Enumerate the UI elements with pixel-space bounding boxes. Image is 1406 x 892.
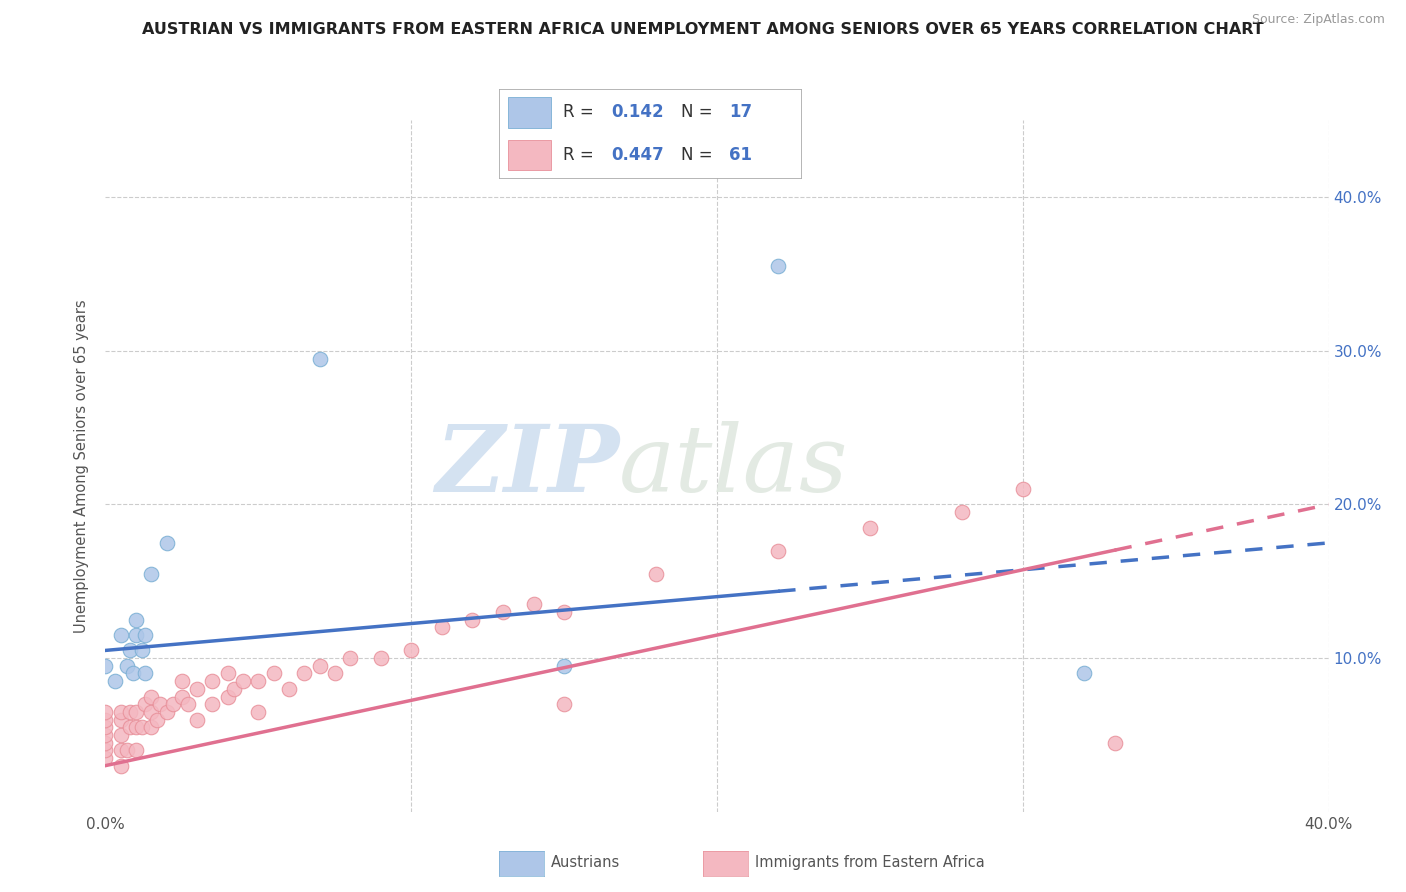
Bar	[508, 140, 551, 170]
Point	[232, 674, 254, 689]
Point	[141, 690, 163, 704]
Point	[122, 666, 145, 681]
Text: 61: 61	[728, 146, 752, 164]
Point	[461, 613, 484, 627]
Point	[308, 658, 330, 673]
Point	[149, 697, 172, 711]
Point	[430, 620, 453, 634]
Point	[94, 728, 117, 742]
Point	[950, 505, 973, 519]
Point	[110, 758, 132, 772]
Text: 0.142: 0.142	[612, 103, 664, 121]
Point	[177, 697, 200, 711]
Point	[217, 690, 239, 704]
Point	[170, 690, 193, 704]
Point	[110, 728, 132, 742]
Point	[170, 674, 193, 689]
Point	[115, 743, 138, 757]
Point	[263, 666, 285, 681]
Point	[768, 543, 790, 558]
Point	[523, 598, 546, 612]
Point	[118, 720, 141, 734]
Point	[247, 705, 270, 719]
Point	[217, 666, 239, 681]
Point	[115, 658, 138, 673]
Point	[94, 743, 117, 757]
Point	[134, 628, 156, 642]
Point	[94, 735, 117, 749]
Point	[110, 705, 132, 719]
Point	[110, 743, 132, 757]
Point	[94, 658, 117, 673]
Point	[125, 743, 148, 757]
Text: Austrians: Austrians	[551, 855, 620, 870]
Text: R =: R =	[562, 103, 599, 121]
Point	[1011, 482, 1033, 496]
Point	[292, 666, 315, 681]
Point	[94, 713, 117, 727]
Point	[155, 705, 177, 719]
Point	[162, 697, 184, 711]
Text: R =: R =	[562, 146, 599, 164]
Text: 0.447: 0.447	[612, 146, 664, 164]
Text: 17: 17	[728, 103, 752, 121]
Point	[186, 681, 208, 696]
Text: AUSTRIAN VS IMMIGRANTS FROM EASTERN AFRICA UNEMPLOYMENT AMONG SENIORS OVER 65 YE: AUSTRIAN VS IMMIGRANTS FROM EASTERN AFRI…	[142, 22, 1264, 37]
Text: N =: N =	[681, 103, 717, 121]
Point	[104, 674, 127, 689]
Point	[370, 651, 392, 665]
Point	[492, 605, 515, 619]
Point	[1104, 735, 1126, 749]
Point	[118, 705, 141, 719]
Text: atlas: atlas	[619, 421, 849, 511]
Point	[110, 713, 132, 727]
Point	[94, 705, 117, 719]
Point	[339, 651, 361, 665]
Point	[155, 536, 177, 550]
Point	[125, 613, 148, 627]
Point	[278, 681, 301, 696]
Point	[222, 681, 245, 696]
Point	[134, 697, 156, 711]
Text: Immigrants from Eastern Africa: Immigrants from Eastern Africa	[755, 855, 984, 870]
Point	[125, 705, 148, 719]
Point	[1073, 666, 1095, 681]
Y-axis label: Unemployment Among Seniors over 65 years: Unemployment Among Seniors over 65 years	[75, 299, 90, 633]
Point	[186, 713, 208, 727]
Point	[125, 720, 148, 734]
Point	[644, 566, 666, 581]
Point	[247, 674, 270, 689]
Point	[141, 720, 163, 734]
Point	[553, 658, 575, 673]
Point	[125, 628, 148, 642]
Point	[94, 720, 117, 734]
Point	[141, 566, 163, 581]
Point	[201, 697, 224, 711]
Point	[768, 260, 790, 274]
Point	[110, 628, 132, 642]
Point	[553, 697, 575, 711]
Point	[94, 751, 117, 765]
Text: N =: N =	[681, 146, 717, 164]
Point	[118, 643, 141, 657]
Text: Source: ZipAtlas.com: Source: ZipAtlas.com	[1251, 13, 1385, 27]
Text: ZIP: ZIP	[434, 421, 619, 511]
Point	[553, 605, 575, 619]
Point	[323, 666, 346, 681]
Point	[131, 643, 153, 657]
Bar	[508, 97, 551, 128]
Point	[146, 713, 169, 727]
Point	[201, 674, 224, 689]
Point	[141, 705, 163, 719]
Point	[134, 666, 156, 681]
Point	[131, 720, 153, 734]
Point	[859, 520, 882, 534]
Point	[308, 351, 330, 366]
Point	[401, 643, 423, 657]
